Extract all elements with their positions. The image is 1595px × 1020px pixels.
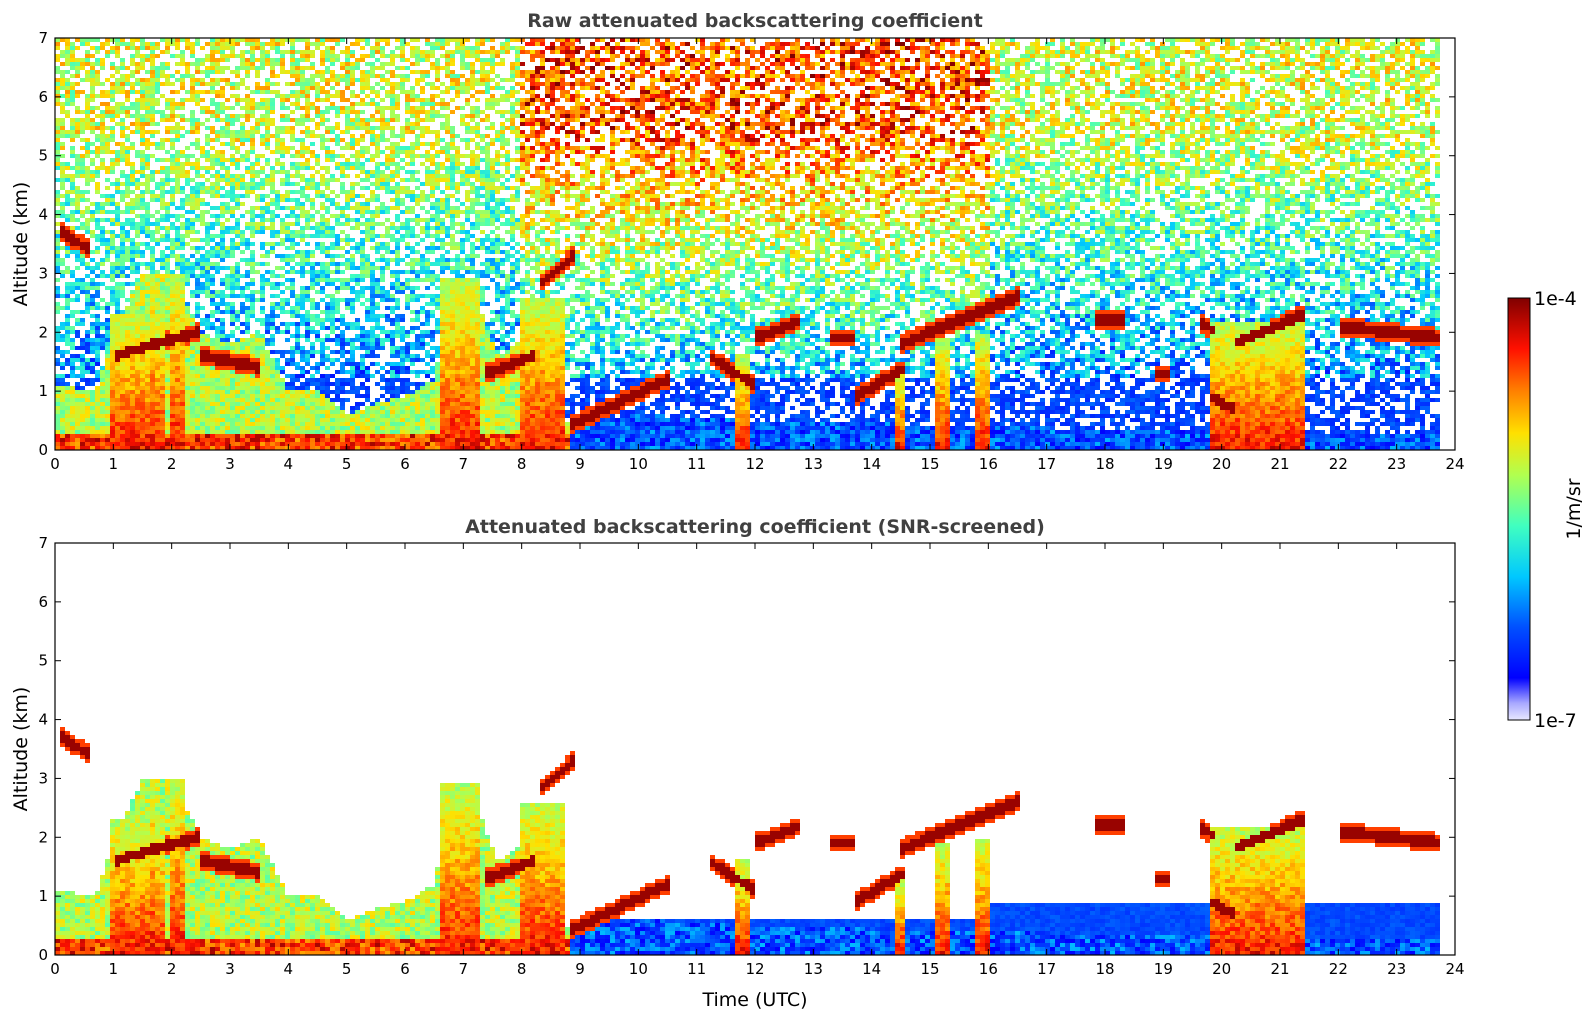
x-tick-label: 22 (1329, 455, 1348, 473)
x-tick-label: 23 (1387, 960, 1406, 978)
x-tick-label: 8 (517, 960, 527, 978)
x-tick-label: 13 (804, 455, 823, 473)
x-tick-label: 23 (1387, 455, 1406, 473)
x-tick-label: 8 (517, 455, 527, 473)
x-tick-label: 6 (400, 455, 410, 473)
x-tick-label: 7 (459, 960, 469, 978)
y-tick-label: 4 (38, 206, 48, 224)
x-tick-label: 10 (629, 960, 648, 978)
x-tick-label: 14 (862, 960, 881, 978)
x-tick-label: 9 (575, 455, 585, 473)
x-tick-label: 10 (629, 455, 648, 473)
x-tick-label: 6 (400, 960, 410, 978)
panel-screened-y-axis-label: Altitude (km) (10, 687, 32, 812)
x-tick-label: 2 (167, 960, 177, 978)
x-tick-label: 21 (1270, 455, 1289, 473)
x-tick-label: 5 (342, 455, 352, 473)
x-tick-label: 24 (1445, 960, 1464, 978)
x-tick-label: 17 (1037, 960, 1056, 978)
colorbar: 1e-4 1e-7 1/m/sr (1508, 288, 1585, 732)
colorbar-gradient (1508, 298, 1530, 720)
panel-raw-plot-area (55, 38, 1440, 450)
y-tick-label: 1 (38, 887, 48, 905)
colorbar-min-label: 1e-7 (1534, 710, 1577, 732)
x-tick-label: 0 (50, 455, 60, 473)
y-tick-label: 7 (38, 29, 48, 47)
y-tick-label: 4 (38, 711, 48, 729)
colorbar-max-label: 1e-4 (1534, 288, 1577, 310)
panel-raw-title: Raw attenuated backscattering coefficien… (527, 10, 983, 32)
x-tick-label: 2 (167, 455, 177, 473)
x-tick-label: 7 (459, 455, 469, 473)
y-tick-label: 0 (38, 946, 48, 964)
panel-screened-title: Attenuated backscattering coefficient (S… (465, 516, 1045, 538)
x-tick-label: 4 (284, 455, 294, 473)
x-tick-label: 4 (284, 960, 294, 978)
y-tick-label: 5 (38, 147, 48, 165)
x-tick-label: 3 (225, 455, 235, 473)
x-axis-label: Time (UTC) (701, 989, 807, 1011)
x-tick-label: 1 (109, 960, 119, 978)
x-tick-label: 15 (920, 960, 939, 978)
x-tick-label: 13 (804, 960, 823, 978)
x-tick-label: 12 (745, 455, 764, 473)
panel-raw: Raw attenuated backscattering coefficien… (10, 10, 1465, 473)
panel-raw-y-axis-label: Altitude (km) (10, 182, 32, 307)
x-tick-label: 18 (1095, 960, 1114, 978)
x-tick-label: 5 (342, 960, 352, 978)
x-tick-label: 19 (1154, 455, 1173, 473)
x-tick-label: 16 (979, 455, 998, 473)
x-tick-label: 16 (979, 960, 998, 978)
x-tick-label: 22 (1329, 960, 1348, 978)
x-tick-label: 9 (575, 960, 585, 978)
y-tick-label: 3 (38, 769, 48, 787)
panel-screened: Attenuated backscattering coefficient (S… (10, 516, 1465, 1011)
y-tick-label: 5 (38, 652, 48, 670)
x-tick-label: 24 (1445, 455, 1464, 473)
x-tick-label: 14 (862, 455, 881, 473)
figure: Raw attenuated backscattering coefficien… (0, 0, 1595, 1020)
y-tick-label: 2 (38, 323, 48, 341)
y-tick-label: 3 (38, 264, 48, 282)
y-tick-label: 6 (38, 88, 48, 106)
x-tick-label: 0 (50, 960, 60, 978)
x-tick-label: 15 (920, 455, 939, 473)
x-tick-label: 1 (109, 455, 119, 473)
y-tick-label: 2 (38, 828, 48, 846)
colorbar-unit-label: 1/m/sr (1563, 478, 1585, 539)
x-tick-label: 11 (687, 455, 706, 473)
x-tick-label: 17 (1037, 455, 1056, 473)
x-tick-label: 20 (1212, 960, 1231, 978)
panel-screened-plot-area (55, 727, 1440, 955)
x-tick-label: 19 (1154, 960, 1173, 978)
x-tick-label: 18 (1095, 455, 1114, 473)
x-tick-label: 21 (1270, 960, 1289, 978)
y-tick-label: 0 (38, 441, 48, 459)
y-tick-label: 7 (38, 534, 48, 552)
y-tick-label: 1 (38, 382, 48, 400)
chart-figure: Raw attenuated backscattering coefficien… (0, 0, 1595, 1020)
x-tick-label: 11 (687, 960, 706, 978)
y-tick-label: 6 (38, 593, 48, 611)
x-tick-label: 20 (1212, 455, 1231, 473)
x-tick-label: 3 (225, 960, 235, 978)
x-tick-label: 12 (745, 960, 764, 978)
